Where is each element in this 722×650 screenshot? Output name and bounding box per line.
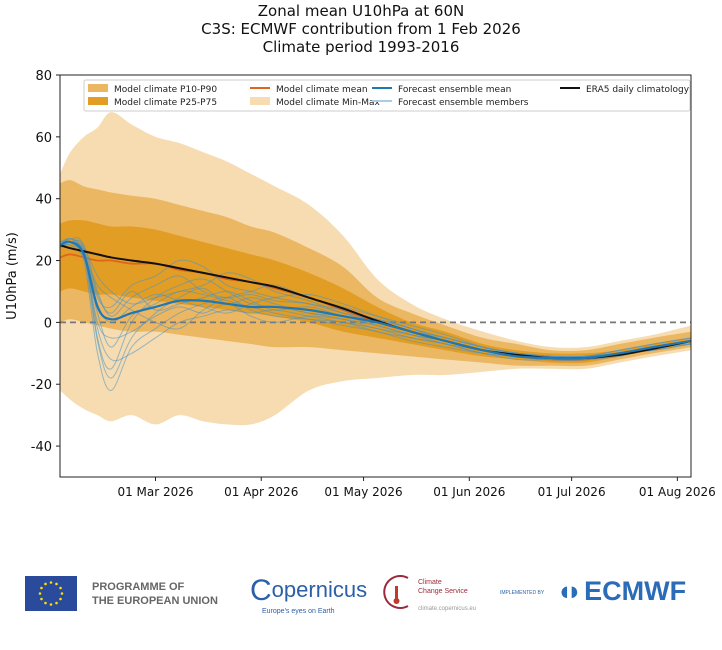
ensemble-mean-line [60,240,691,360]
ensemble-member-line [60,240,691,361]
legend-label: ERA5 daily climatology [586,85,690,95]
y-tick-label: 0 [44,316,52,331]
x-tick-label: 01 Jul 2026 [538,485,606,499]
x-tick-label: 01 Jun 2026 [433,485,505,499]
c3s-url: climate.copernicus.eu [418,606,477,612]
eu-star [55,601,58,605]
eu-star [44,582,47,586]
y-tick-label: -20 [31,378,52,393]
y-tick-label: 40 [35,193,52,208]
plot-area [60,112,691,426]
legend-swatch [250,97,270,105]
implemented-by-text: IMPLEMENTED BY [500,590,545,596]
copernicus-logo: Copernicus Europe's eyes on Earth [250,574,368,615]
legend-label: Model climate mean [276,85,368,95]
chart: -40 -20 0 20 40 60 80 01 Mar 2026 01 Apr 2026 01 … [5,69,716,499]
x-tick-label: 01 May 2026 [324,485,402,499]
footer-logos: PROGRAMME OF THE EUROPEAN UNION Copernic… [0,570,722,620]
y-tick-label: 60 [35,131,52,146]
c3s-logo: Climate Change Service climate.copernicus… [380,574,476,615]
eu-star [49,603,53,606]
y-tick-label: 20 [35,255,52,270]
ecmwf-logo: ◖◗ ECMWF [556,576,687,606]
chart-title-line3: Climate period 1993-2016 [262,38,460,56]
eu-star [44,601,47,605]
copernicus-wordmark: opernicus [271,577,368,602]
eu-star [38,592,42,595]
eu-star [49,581,53,584]
eu-star [55,582,58,586]
eu-line1: PROGRAMME OF [92,581,185,593]
eu-line2: THE EUROPEAN UNION [92,595,218,607]
eu-programme-text: PROGRAMME OF THE EUROPEAN UNION [92,580,218,608]
chart-title-line1: Zonal mean U10hPa at 60N [257,2,465,20]
legend-label: Model climate Min-Max [276,98,381,108]
band-p25-p75 [60,219,691,364]
legend-label: Forecast ensemble members [398,98,529,108]
legend-label: Model climate P10-P90 [114,85,217,95]
chart-title-line2: C3S: ECMWF contribution from 1 Feb 2026 [201,20,521,38]
c3s-line1: Climate [418,579,442,586]
c3s-line2: Change Service [418,588,468,595]
plot-frame [59,74,692,478]
legend-label: Model climate P25-P75 [114,98,217,108]
legend-swatch [88,97,108,105]
eu-star [60,592,64,595]
eu-star [40,586,43,590]
eu-star [59,586,62,590]
band-min-max [60,112,691,426]
x-tick-label: 01 Aug 2026 [639,485,716,499]
y-tick-label: -40 [31,440,52,455]
band-p10-p90 [60,180,691,367]
eu-star [40,597,43,601]
legend-label: Forecast ensemble mean [398,85,511,95]
eu-flag-logo [25,576,77,611]
legend-swatch [88,84,108,92]
eu-star [59,597,62,601]
y-tick-label: 80 [35,69,52,84]
x-tick-label: 01 Mar 2026 [117,485,193,499]
x-tick-label: 01 Apr 2026 [224,485,298,499]
legend-box [83,79,691,112]
copernicus-tagline: Europe's eyes on Earth [262,608,335,615]
y-axis-label: U10hPa (m/s) [5,232,20,320]
ecmwf-wordmark: ECMWF [584,576,687,606]
